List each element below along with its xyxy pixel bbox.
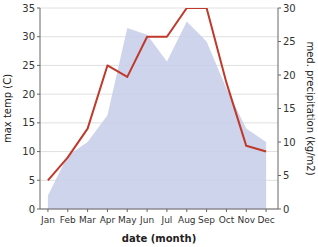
x-axis-line [40,209,278,210]
y2-tick [278,8,281,9]
x-tick [107,209,108,212]
y2-tick-label: 25 [283,36,296,47]
x-tick [127,209,128,212]
y-tick [37,36,40,37]
x-tick-label: Sep [198,215,215,225]
y-tick-label: 10 [22,146,35,157]
y-axis-line [40,8,41,209]
y2-axis-label: med. precipitation (kg/m2) [305,41,316,175]
y-tick [37,94,40,95]
grid-line [40,8,278,9]
y-axis-label: max temp (C) [2,74,13,143]
y2-tick [278,41,281,42]
x-tick-label: Jul [161,215,173,225]
y-tick [37,8,40,9]
x-axis-label: date (month) [122,233,196,244]
x-tick-label: Feb [60,215,76,225]
y2-tick-label: 5 [283,170,289,181]
temperature-line [48,8,266,180]
x-tick [166,209,167,212]
x-tick-label: Dec [257,215,274,225]
y2-tick [278,75,281,76]
y-tick-label: 35 [22,3,35,14]
y-tick [37,122,40,123]
y2-tick [278,142,281,143]
y2-tick [278,209,281,210]
y2-tick-label: 30 [283,3,296,14]
grid-line [40,209,278,210]
y-tick [37,180,40,181]
x-tick-label: Apr [100,215,116,225]
y2-tick-label: 20 [283,70,296,81]
y-tick [37,209,40,210]
x-tick [186,209,187,212]
y2-tick-label: 15 [283,103,296,114]
x-tick-label: Nov [237,215,255,225]
x-tick [206,209,207,212]
x-tick [87,209,88,212]
y2-tick-label: 10 [283,137,296,148]
y-tick [37,65,40,66]
x-tick-label: Jun [139,215,154,225]
plot-area [48,8,266,209]
y-tick-label: 30 [22,31,35,42]
x-tick-label: Oct [219,215,235,225]
y-tick [37,151,40,152]
x-tick [67,209,68,212]
chart: 0 5 10 15 20 25 30 35 0 5 10 15 20 25 30 Jan FebMar AprMa… [0,0,318,247]
x-tick-label: Aug [178,215,196,225]
y2-tick [278,175,281,176]
x-tick-label: May [118,215,137,225]
x-tick [47,209,48,212]
y2-tick [278,108,281,109]
x-tick-label: Jan [40,215,55,225]
x-tick [147,209,148,212]
x-tick [226,209,227,212]
y-tick-label: 25 [22,60,35,71]
x-tick-label: Mar [79,215,96,225]
y-tick-label: 20 [22,89,35,100]
x-tick [246,209,247,212]
y-tick-label: 0 [29,204,35,215]
y2-tick-label: 0 [283,204,289,215]
y-tick-label: 5 [29,175,35,186]
precipitation-area [48,21,266,209]
x-tick [266,209,267,212]
y-tick-label: 15 [22,117,35,128]
